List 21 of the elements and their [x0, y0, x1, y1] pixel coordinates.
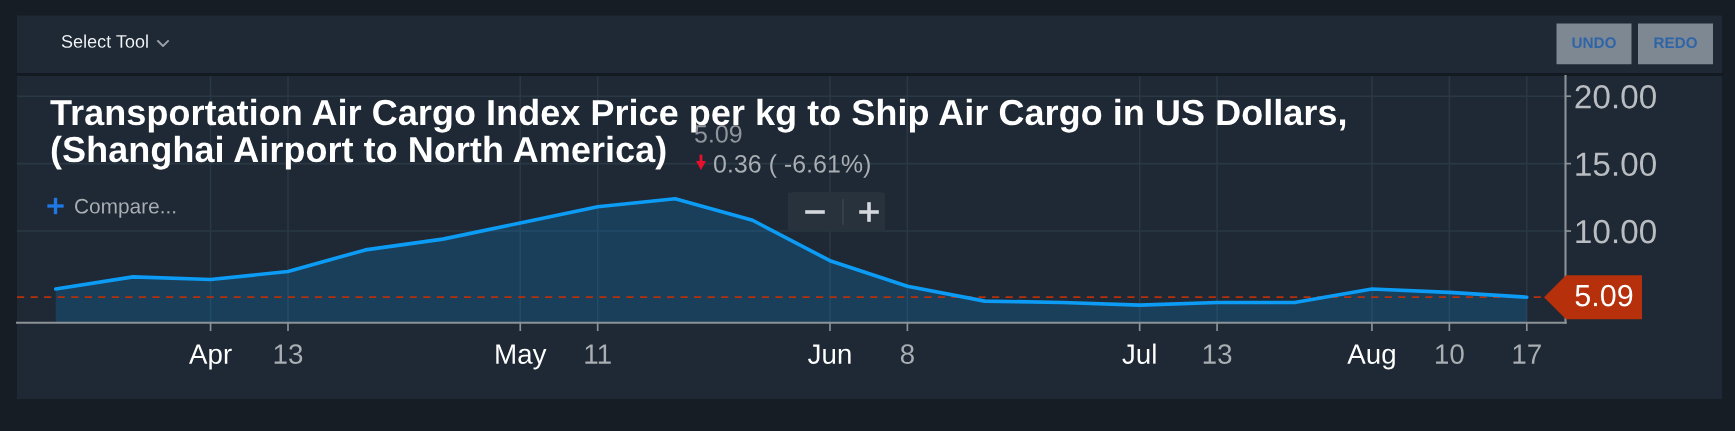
- ref-line-label: 5.09: [1575, 284, 1633, 307]
- y-tick-label: 20.00: [1575, 85, 1656, 109]
- x-tick-label: 13: [1203, 344, 1232, 364]
- x-tick-label: 17: [1513, 344, 1541, 364]
- y-tick-label: 15.00: [1576, 152, 1656, 177]
- x-tick-label: 13: [274, 344, 303, 364]
- x-tick-label: Aug: [1347, 344, 1395, 370]
- x-tick-label: May: [496, 344, 547, 370]
- text: Select Tool: [61, 34, 148, 48]
- x-tick-label: Jun: [808, 344, 851, 364]
- y-tick-label: 10.00: [1576, 219, 1656, 244]
- x-tick-label: 10: [1436, 344, 1464, 364]
- text: REDO: [1654, 37, 1697, 49]
- annotation: Compare...: [75, 198, 176, 218]
- x-tick-label: Jul: [1122, 343, 1156, 364]
- text: (Shanghai Airport to North America): [51, 135, 666, 170]
- annotation: 0.36 ( -6.61%): [713, 154, 870, 178]
- x-tick-label: 8: [900, 344, 914, 364]
- x-tick-label: 11: [585, 344, 611, 364]
- text: UNDO: [1572, 37, 1616, 49]
- x-tick-label: Apr: [189, 344, 232, 370]
